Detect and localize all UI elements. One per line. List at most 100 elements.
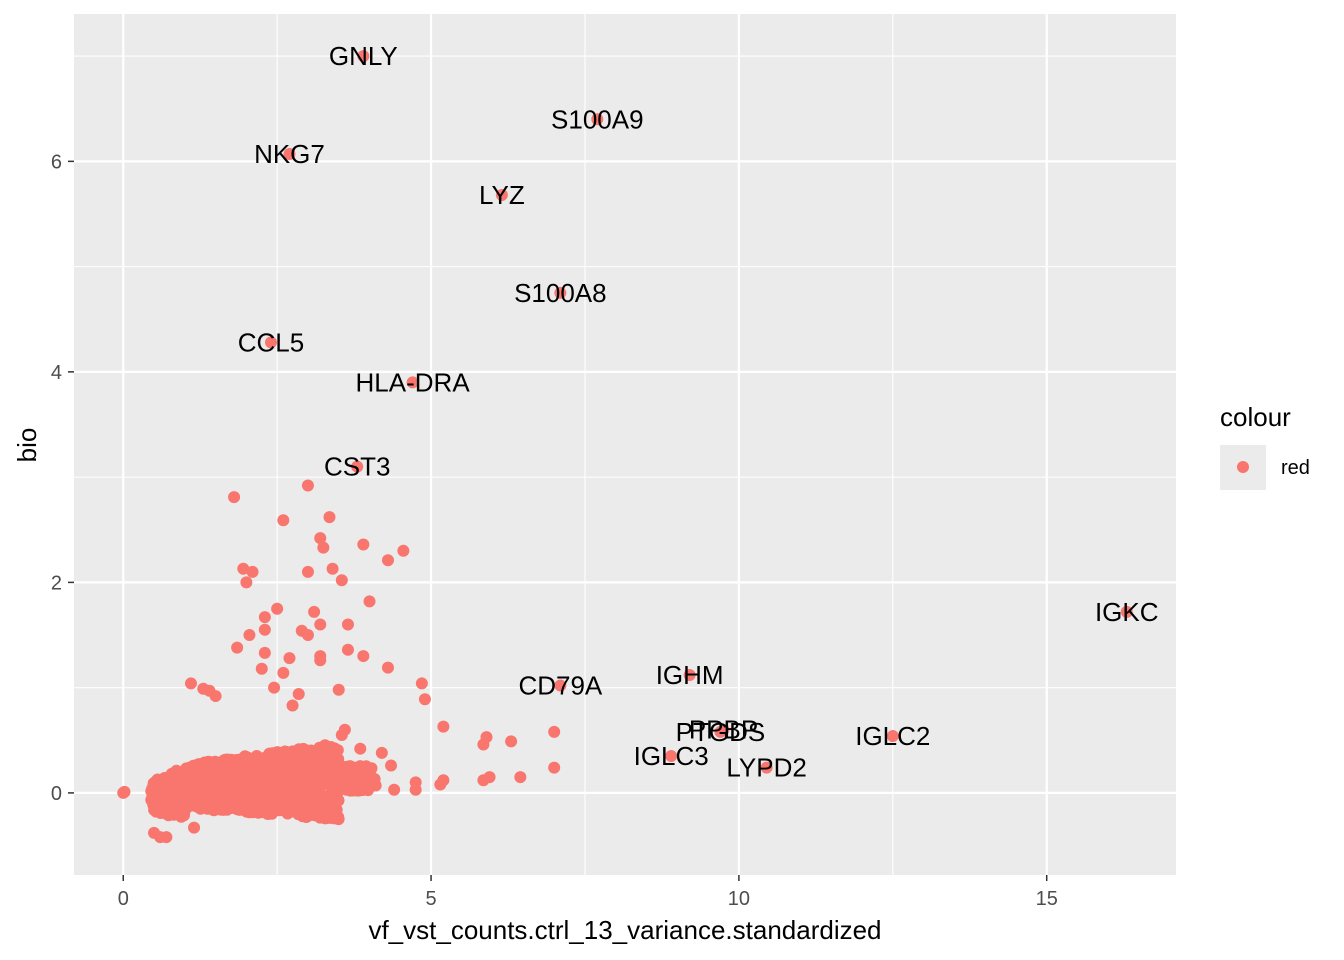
data-point [388,783,401,796]
grid-minor [74,14,1176,875]
bulk-point [311,806,324,819]
bulk-point [275,778,288,791]
labeled-point [351,460,364,473]
gene-label: IGLC3 [634,741,709,771]
plot-panel [74,14,1176,875]
labeled-point [665,750,678,763]
bulk-point [297,772,310,785]
gene-label: CST3 [324,452,390,482]
data-point [301,629,314,642]
data-point [301,479,314,492]
x-tick-label: 15 [1036,888,1058,910]
data-point [240,576,253,589]
bulk-point [231,770,244,783]
bulk-point [215,798,228,811]
data-point [231,641,244,654]
labeled-point [554,679,567,692]
data-point [317,541,330,554]
bulk-point [272,751,285,764]
labeled-point [265,336,278,349]
gene-label: CD79A [518,671,602,701]
labeled-point [495,189,508,202]
labeled-point [1120,605,1133,618]
legend-title: colour [1220,402,1291,432]
data-point [477,774,490,787]
data-point [209,690,222,703]
data-point [301,565,314,578]
bulk-point [284,765,297,778]
bulk-point [207,783,220,796]
bulk-point [297,744,310,757]
bulk-point [159,790,172,803]
data-point [415,677,428,690]
bulk-point [203,795,216,807]
data-point [258,623,271,636]
bulk-point [327,770,340,783]
data-point [434,778,447,791]
data-point [286,699,299,712]
bulk-point [187,759,200,772]
bulk-point [314,754,327,767]
bulk-point [248,792,261,804]
legend-label: red [1281,457,1310,479]
data-point [323,511,336,524]
bulk-points [145,739,381,826]
bulk-point [300,788,313,801]
data-point [271,602,284,615]
gene-label: CCL5 [238,327,304,357]
data-point [243,629,256,642]
bulk-point [166,799,178,812]
data-point [283,652,296,665]
data-point [514,771,527,784]
bulk-point [247,802,259,815]
data-point [369,779,382,792]
y-axis-ticks: 0 2 4 6 [51,151,74,805]
data-point [277,514,290,527]
data-points [117,50,1133,844]
labeled-point [283,147,296,160]
gene-label: HLA-DRA [356,367,471,397]
data-point [437,720,450,733]
x-axis-title: vf_vst_counts.ctrl_13_variance.standardi… [368,915,881,945]
labeled-point [357,50,370,63]
data-point [184,677,197,690]
y-tick-label: 4 [51,362,62,384]
bulk-point [256,763,268,776]
data-point [341,618,354,631]
labeled-point [406,376,419,389]
bulk-point [334,780,347,793]
y-tick-label: 6 [51,151,62,173]
data-point [381,661,394,674]
data-point [357,538,370,551]
data-point [548,761,561,774]
gene-label: IGKC [1095,597,1159,627]
data-point [477,738,490,751]
labeled-point [760,761,773,774]
data-point [354,742,367,755]
bulk-point [203,769,216,781]
gene-label: IGLC2 [855,721,930,751]
gene-label: GNLY [329,41,398,71]
data-point [314,532,327,545]
bulk-point [346,778,359,791]
data-point [375,746,388,759]
data-point [292,687,305,700]
data-point [246,565,259,578]
data-point [188,821,201,834]
bulk-point [260,799,273,812]
bulk-point [286,756,299,768]
gene-label: NKG7 [254,139,325,169]
labeled-point [717,723,730,736]
bulk-point [186,796,199,809]
data-point [314,654,327,667]
y-tick-label: 0 [51,783,62,805]
data-point [335,574,348,587]
gene-label: LYPD2 [726,753,806,783]
bulk-point [322,801,335,814]
bulk-point [222,788,235,801]
labeled-point [554,286,567,299]
data-point [228,491,241,504]
gene-label: S100A9 [551,104,644,134]
gene-label: PPBP [689,715,758,745]
y-axis-title: bio [12,428,42,463]
